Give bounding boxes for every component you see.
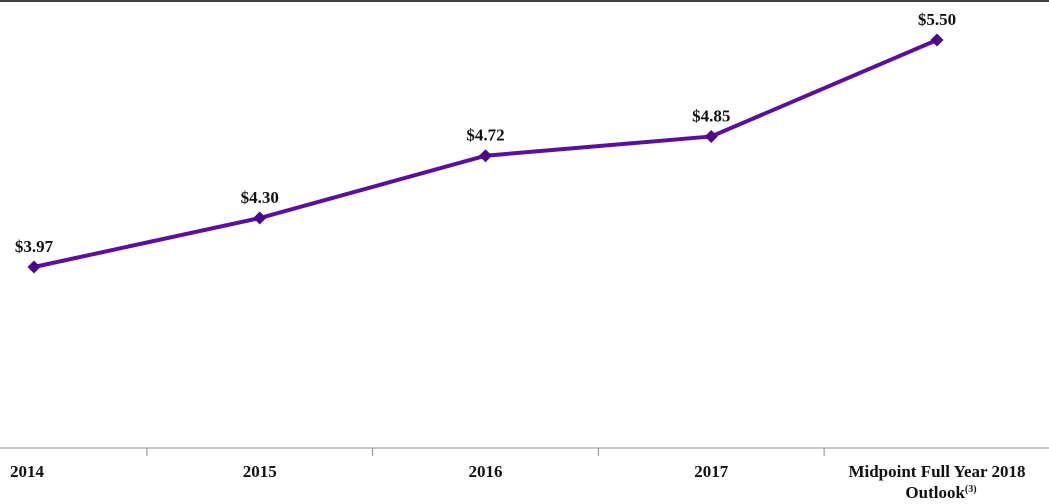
data-label-2: $4.72 xyxy=(466,126,504,145)
data-point-2 xyxy=(479,149,492,163)
data-point-1 xyxy=(253,211,267,225)
data-label-0: $3.97 xyxy=(15,237,54,256)
x-label-4: Midpoint Full Year 2018 xyxy=(848,462,1025,481)
x-label-3: 2017 xyxy=(694,462,729,481)
data-label-4: $5.50 xyxy=(918,10,956,29)
superscript-note: (3) xyxy=(965,484,977,495)
x-axis-labels: 2014 2015 2016 2017 Midpoint Full Year 2018 O… xyxy=(10,462,1026,502)
x-axis-ticks xyxy=(146,448,825,456)
data-label-1: $4.30 xyxy=(241,188,279,207)
series-group xyxy=(27,33,944,274)
data-label-3: $4.85 xyxy=(692,106,730,125)
x-label-4-line2: Outlook(3) xyxy=(905,483,976,502)
x-label-1: 2015 xyxy=(243,462,277,481)
x-label-0: 2014 xyxy=(10,462,45,481)
data-point-0 xyxy=(27,260,41,274)
data-point-4 xyxy=(930,33,944,47)
data-point-3 xyxy=(704,129,718,143)
x-label-2: 2016 xyxy=(469,462,503,481)
data-labels: $3.97 $4.30 $4.72 $4.85 $5.50 xyxy=(15,10,956,256)
